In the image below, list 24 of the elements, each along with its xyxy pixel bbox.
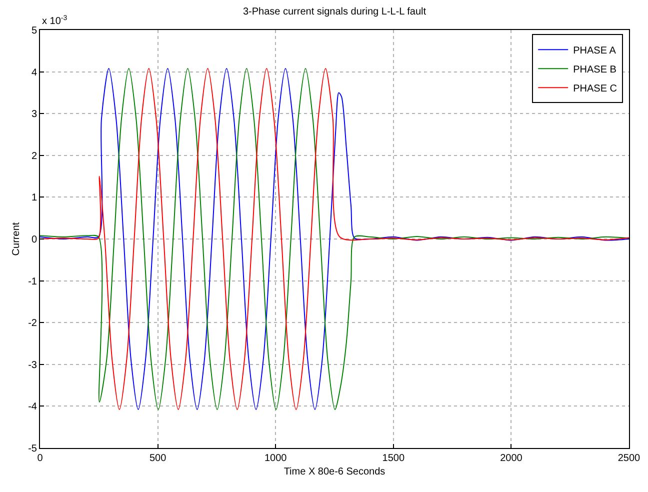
text: x 10$^{-3}$ bbox=[42, 15, 68, 28]
x-tick-label: 1000 bbox=[264, 453, 288, 464]
y-tick-label: 0 bbox=[31, 234, 38, 246]
y-tick-label: 2 bbox=[31, 150, 38, 162]
y-tick-label: -4 bbox=[28, 402, 38, 413]
legend-label: PHASE A bbox=[573, 46, 616, 57]
x-tick-label: 2000 bbox=[500, 453, 523, 464]
y-tick-label: 5 bbox=[31, 26, 38, 36]
y-tick-label: -3 bbox=[28, 360, 38, 371]
x-tick-label: 500 bbox=[149, 453, 167, 464]
x-tick-label: 1500 bbox=[382, 453, 405, 464]
y-axis-title: Current bbox=[11, 222, 22, 256]
y-tick-label: 4 bbox=[31, 67, 38, 78]
x-axis-title: Time X 80e-6 Seconds bbox=[284, 466, 386, 478]
y-tick-label: -1 bbox=[28, 276, 38, 288]
legend-label: PHASE B bbox=[573, 64, 617, 76]
chart-title: 3-Phase current signals during L-L-L fault bbox=[242, 6, 426, 18]
y-tick-label: 3 bbox=[31, 109, 38, 120]
y-tick-label: -2 bbox=[28, 318, 38, 330]
line-series bbox=[40, 68, 629, 410]
legend-label: PHASE C bbox=[573, 84, 618, 95]
y-tick-label: -5 bbox=[28, 444, 38, 454]
x-tick-label: 2500 bbox=[618, 453, 641, 464]
y-tick-label: 1 bbox=[31, 192, 38, 204]
